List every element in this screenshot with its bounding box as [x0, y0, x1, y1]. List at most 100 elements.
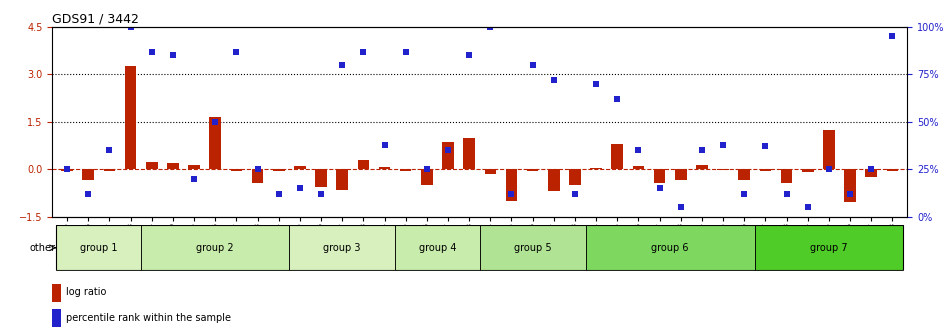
Point: [694, 148, 710, 153]
Bar: [357, 160, 370, 169]
Bar: [231, 169, 242, 171]
Bar: [421, 169, 432, 185]
Bar: [527, 169, 539, 171]
Point: [144, 49, 160, 54]
Point: [884, 34, 900, 39]
Bar: [315, 169, 327, 187]
Point: [293, 185, 308, 191]
Bar: [738, 169, 750, 180]
Point: [165, 53, 180, 58]
Bar: [442, 142, 454, 169]
Text: group 3: group 3: [323, 243, 361, 253]
Bar: [336, 169, 348, 190]
Text: GDS91 / 3442: GDS91 / 3442: [52, 13, 139, 26]
Point: [314, 191, 329, 197]
Point: [419, 167, 434, 172]
Point: [208, 119, 223, 124]
Bar: [717, 169, 729, 170]
Text: group 4: group 4: [419, 243, 456, 253]
Point: [60, 167, 75, 172]
Bar: [52, 284, 61, 302]
Point: [589, 81, 604, 87]
Point: [81, 191, 96, 197]
Point: [546, 77, 561, 83]
Point: [652, 185, 667, 191]
Bar: [802, 169, 813, 172]
Point: [229, 49, 244, 54]
Bar: [590, 168, 602, 169]
Bar: [823, 130, 835, 169]
Point: [758, 144, 773, 149]
Bar: [61, 169, 73, 171]
Point: [441, 148, 456, 153]
Point: [610, 96, 625, 102]
Bar: [548, 169, 560, 192]
Point: [864, 167, 879, 172]
Bar: [146, 162, 158, 169]
Text: group 7: group 7: [810, 243, 847, 253]
Bar: [83, 169, 94, 180]
Point: [334, 62, 350, 68]
Point: [525, 62, 541, 68]
Point: [398, 49, 413, 54]
Point: [250, 167, 265, 172]
Bar: [290, 225, 395, 270]
Bar: [612, 144, 623, 169]
Bar: [480, 225, 585, 270]
Bar: [124, 67, 137, 169]
Point: [800, 205, 815, 210]
Text: group 1: group 1: [80, 243, 118, 253]
Bar: [142, 225, 290, 270]
Bar: [188, 165, 200, 169]
Bar: [56, 225, 142, 270]
Point: [377, 142, 392, 147]
Bar: [633, 166, 644, 169]
Bar: [865, 169, 877, 177]
Point: [822, 167, 837, 172]
Point: [462, 53, 477, 58]
Point: [631, 148, 646, 153]
Bar: [755, 225, 903, 270]
Bar: [845, 169, 856, 203]
Text: log ratio: log ratio: [66, 288, 106, 297]
Point: [567, 191, 582, 197]
Point: [736, 191, 751, 197]
Point: [674, 205, 689, 210]
Bar: [52, 309, 61, 327]
Point: [186, 176, 201, 181]
Bar: [569, 169, 580, 185]
Bar: [167, 163, 179, 169]
Bar: [760, 169, 771, 171]
Bar: [464, 138, 475, 169]
Point: [504, 191, 519, 197]
Point: [355, 49, 370, 54]
Bar: [273, 169, 284, 171]
Point: [843, 191, 858, 197]
Bar: [886, 169, 899, 171]
Text: other: other: [29, 243, 55, 253]
Point: [483, 24, 498, 30]
Point: [779, 191, 794, 197]
Bar: [294, 166, 306, 169]
Bar: [654, 169, 665, 183]
Bar: [696, 165, 708, 169]
Text: group 5: group 5: [514, 243, 551, 253]
Bar: [104, 169, 115, 171]
Bar: [400, 169, 411, 171]
Bar: [505, 169, 518, 201]
Text: group 6: group 6: [652, 243, 689, 253]
Bar: [379, 167, 390, 169]
Point: [271, 191, 286, 197]
Text: percentile rank within the sample: percentile rank within the sample: [66, 313, 231, 323]
Point: [715, 142, 731, 147]
Bar: [585, 225, 755, 270]
Bar: [252, 169, 263, 183]
Bar: [209, 117, 221, 169]
Bar: [395, 225, 480, 270]
Bar: [781, 169, 792, 183]
Bar: [484, 169, 496, 174]
Point: [102, 148, 117, 153]
Text: group 2: group 2: [197, 243, 234, 253]
Point: [123, 24, 138, 30]
Bar: [675, 169, 687, 180]
